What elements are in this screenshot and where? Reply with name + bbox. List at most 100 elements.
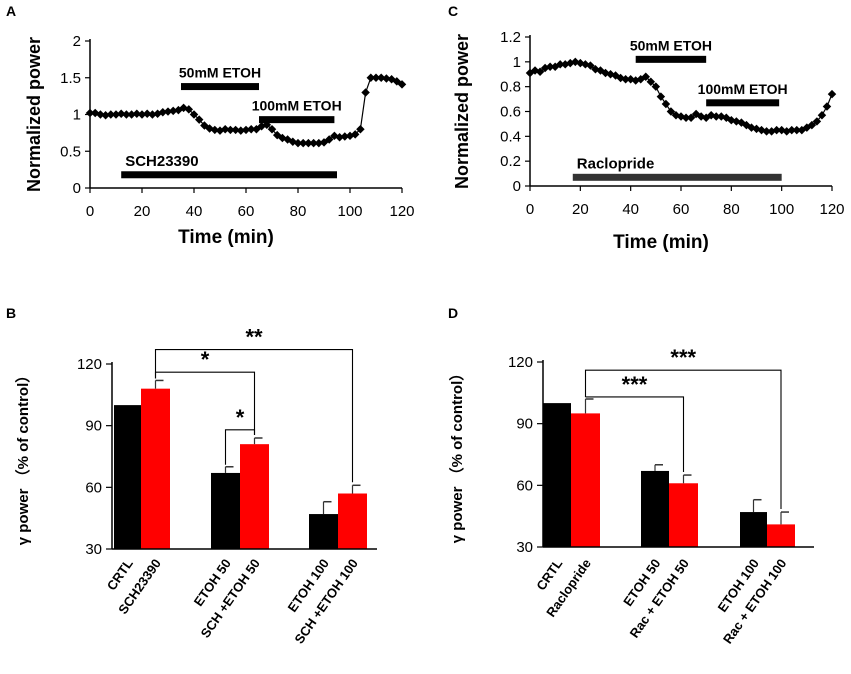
y-tick-label: 60 <box>85 479 102 496</box>
data-point <box>309 138 318 148</box>
data-point <box>142 109 152 119</box>
y-tick-label: 0.4 <box>500 128 521 145</box>
y-tick-label: 120 <box>77 356 102 373</box>
data-point <box>106 110 116 119</box>
data-point <box>361 88 370 97</box>
panel-letter: B <box>6 305 16 321</box>
y-tick-label: 120 <box>508 354 533 371</box>
treatment-bar <box>706 99 780 107</box>
bar <box>211 472 240 549</box>
y-axis-title: Normalized power <box>24 37 44 192</box>
y-axis-title: γ power （% of control） <box>448 366 466 544</box>
treatment-bar <box>121 171 337 179</box>
treatment-bar <box>572 173 782 181</box>
treatment-label: SCH23390 <box>125 153 198 170</box>
x-tick-label: 0 <box>526 201 534 218</box>
bar <box>740 512 767 547</box>
y-tick-label: 1 <box>513 54 521 71</box>
bar <box>641 470 669 547</box>
data-point <box>246 124 256 134</box>
data-point <box>822 102 832 111</box>
data-point <box>366 73 376 82</box>
data-point <box>231 125 240 135</box>
data-point <box>241 125 251 135</box>
data-point <box>111 110 121 119</box>
data-point <box>163 107 173 116</box>
data-point <box>101 110 110 120</box>
data-point <box>189 110 199 119</box>
treatment-bar <box>181 83 259 91</box>
data-point <box>116 109 126 119</box>
data-point <box>148 110 157 119</box>
y-tick-label: 60 <box>516 477 533 494</box>
bar <box>571 413 600 547</box>
x-axis-title: Time (min) <box>178 227 274 248</box>
significance-label: ** <box>245 325 263 350</box>
y-tick-label: 0.8 <box>500 79 521 96</box>
data-point <box>356 124 365 134</box>
data-point <box>661 99 671 109</box>
x-tick-label: 100 <box>769 201 794 218</box>
significance-bracket <box>584 396 685 473</box>
significance-label: * <box>236 405 245 430</box>
y-tick-label: 1 <box>73 107 81 124</box>
x-tick-label: 80 <box>723 201 740 218</box>
y-tick-label: 0 <box>73 180 81 197</box>
significance-label: *** <box>622 372 648 397</box>
y-tick-label: 2 <box>73 33 81 50</box>
treatment-label: 100mM ETOH <box>252 98 342 114</box>
bar <box>338 493 367 549</box>
data-point <box>127 110 136 119</box>
x-axis-title: Time (min) <box>613 232 709 253</box>
treatment-label: 50mM ETOH <box>179 65 261 81</box>
significance-label: *** <box>670 345 696 370</box>
panel-letter: A <box>6 3 16 19</box>
data-point <box>340 132 350 141</box>
x-tick-label: 60 <box>673 201 690 218</box>
treatment-bar <box>259 116 335 124</box>
bar <box>669 483 698 547</box>
data-point <box>314 138 324 148</box>
significance-label: * <box>201 347 210 372</box>
y-tick-label: 0.6 <box>500 104 521 121</box>
treatment-label: 50mM ETOH <box>630 37 712 53</box>
x-tick-label: 120 <box>389 203 414 220</box>
data-point <box>304 138 313 148</box>
x-tick-label: 120 <box>819 201 844 218</box>
data-point <box>122 110 131 119</box>
data-point <box>220 124 230 134</box>
data-point <box>371 73 381 82</box>
y-tick-label: 0 <box>513 178 521 195</box>
significance-bracket <box>584 369 782 510</box>
data-point <box>132 109 142 119</box>
data-point <box>85 108 95 118</box>
panel-c: C 0 0.2 0.4 0.6 0.8 1 1.2 0 20 40 60 80 100 120 Normali… <box>448 3 845 253</box>
data-point <box>226 125 235 135</box>
y-axis-title: γ power （% of control） <box>14 368 32 546</box>
data-point <box>267 124 277 134</box>
x-tick-label: 20 <box>572 201 589 218</box>
panel-letter: C <box>448 3 458 19</box>
bar <box>240 444 269 549</box>
x-tick-label: 60 <box>238 203 255 220</box>
data-point <box>827 89 837 99</box>
treatment-label: 100mM ETOH <box>698 81 788 97</box>
bar <box>141 388 170 549</box>
y-tick-label: 30 <box>516 539 533 556</box>
bar <box>767 524 795 547</box>
x-tick-label: 80 <box>290 203 307 220</box>
panel-letter: D <box>448 305 458 321</box>
treatment-bar <box>635 55 707 63</box>
bar <box>309 514 338 549</box>
x-tick-label: 40 <box>186 203 203 220</box>
data-point <box>656 92 666 101</box>
y-tick-label: 1.5 <box>60 70 81 87</box>
data-point <box>168 106 178 116</box>
data-point <box>184 105 194 114</box>
x-tick-label: 20 <box>134 203 151 220</box>
data-point <box>210 125 220 135</box>
